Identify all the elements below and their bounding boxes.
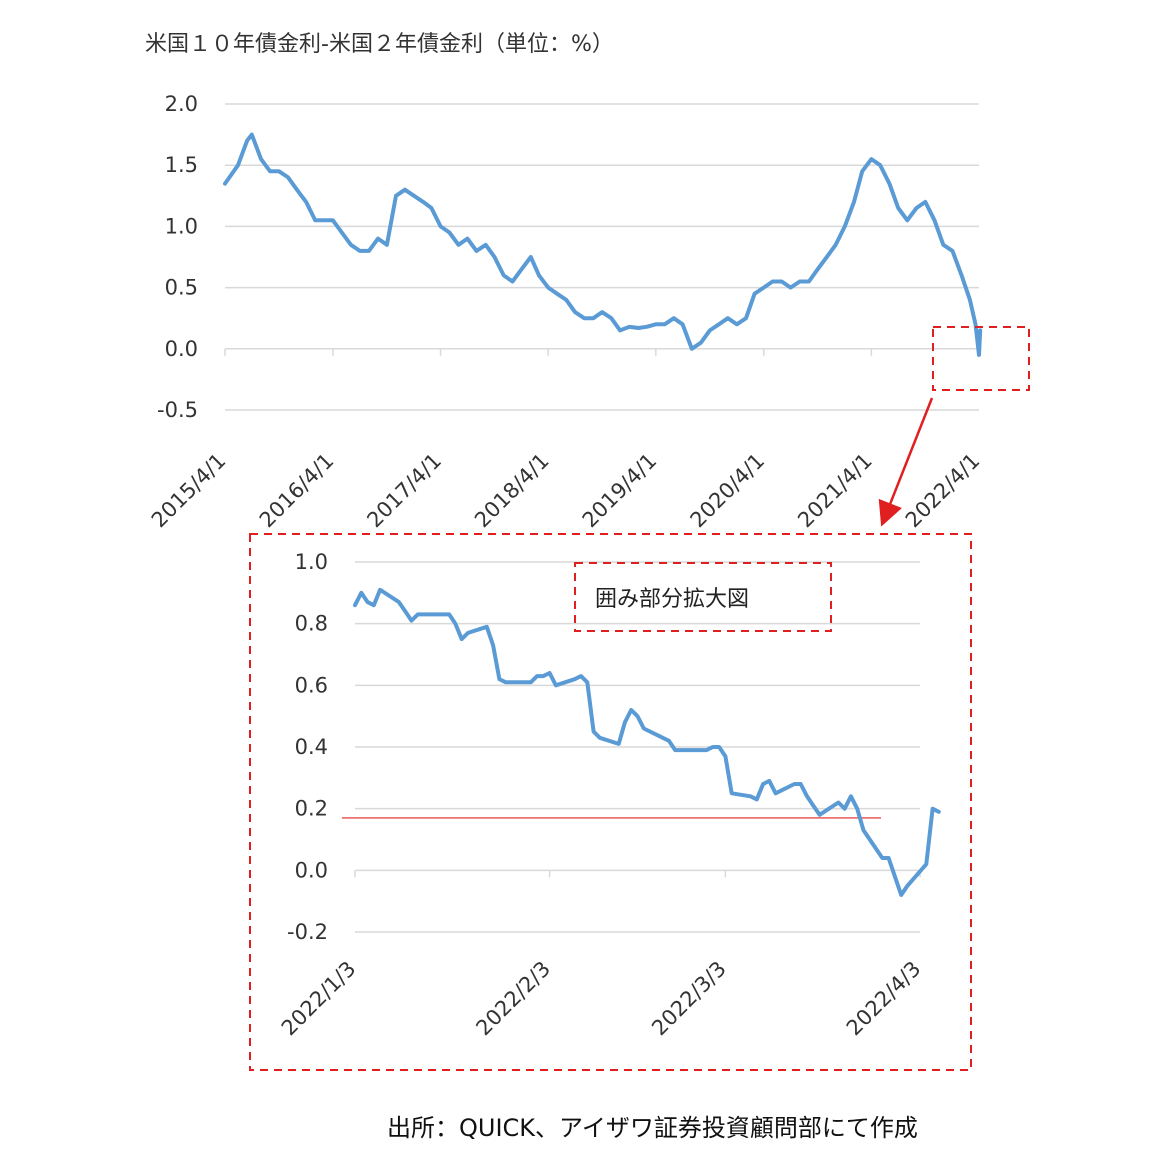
zoom-x-tick-label: 2022/1/3 (277, 957, 361, 1041)
main-y-tick-label: 0.0 (165, 337, 198, 361)
main-y-tick-label: 1.0 (165, 214, 198, 238)
main-x-axis-labels: 2015/4/1 2016/4/1 2017/4/1 2018/4/1 2019/4/1… (147, 449, 985, 533)
main-y-tick-label: 1.5 (165, 153, 198, 177)
zoom-y-tick-label: 0.8 (295, 612, 328, 636)
source-note: 出所：QUICK、アイザワ証券投資顧問部にて作成 (387, 1114, 918, 1142)
zoom-label: 囲み部分拡大図 (595, 587, 750, 612)
main-y-tick-label: 0.5 (165, 276, 198, 300)
main-x-tick-label: 2015/4/1 (147, 449, 231, 533)
zoom-y-tick-label: -0.2 (287, 920, 328, 944)
main-x-tick-label: 2019/4/1 (578, 449, 662, 533)
zoom-y-axis-labels: 1.0 0.8 0.6 0.4 0.2 0.0 -0.2 (287, 550, 328, 944)
main-y-tick-label: 2.0 (165, 92, 198, 116)
zoom-arrow (878, 397, 934, 527)
main-gridlines (224, 103, 980, 411)
main-x-tick-label: 2021/4/1 (793, 449, 877, 533)
highlight-box (932, 326, 1030, 391)
zoom-gridlines (354, 561, 921, 933)
main-x-tick-label: 2018/4/1 (470, 449, 554, 533)
zoom-label-box (574, 562, 832, 632)
main-x-tick-label: 2017/4/1 (362, 449, 446, 533)
main-series-line (223, 132, 983, 357)
main-x-tick-label: 2016/4/1 (255, 449, 339, 533)
zoom-series-line (353, 587, 941, 897)
main-x-tick-label: 2020/4/1 (686, 449, 770, 533)
zoom-y-tick-label: 1.0 (295, 550, 328, 574)
main-series (223, 132, 983, 357)
chart-title: 米国１０年債金利-米国２年債金利（単位：%） (145, 32, 614, 57)
zoom-y-tick-label: 0.2 (295, 797, 328, 821)
zoom-y-tick-label: 0.6 (295, 673, 328, 697)
main-y-axis-labels: 2.0 1.5 1.0 0.5 0.0 -0.5 (157, 92, 198, 422)
zoom-y-tick-label: 0.0 (295, 858, 328, 882)
zoom-x-tick-label: 2022/4/3 (842, 957, 926, 1041)
zoom-frame (249, 533, 972, 1071)
main-x-tick-label: 2022/4/1 (901, 449, 985, 533)
main-y-tick-label: -0.5 (157, 398, 198, 422)
zoom-y-tick-label: 0.4 (295, 735, 328, 759)
zoom-x-tick-label: 2022/3/3 (647, 957, 731, 1041)
zoom-series (353, 587, 941, 897)
zoom-x-axis-labels: 2022/1/3 2022/2/3 2022/3/3 2022/4/3 (277, 957, 926, 1041)
zoom-x-tick-label: 2022/2/3 (471, 957, 555, 1041)
